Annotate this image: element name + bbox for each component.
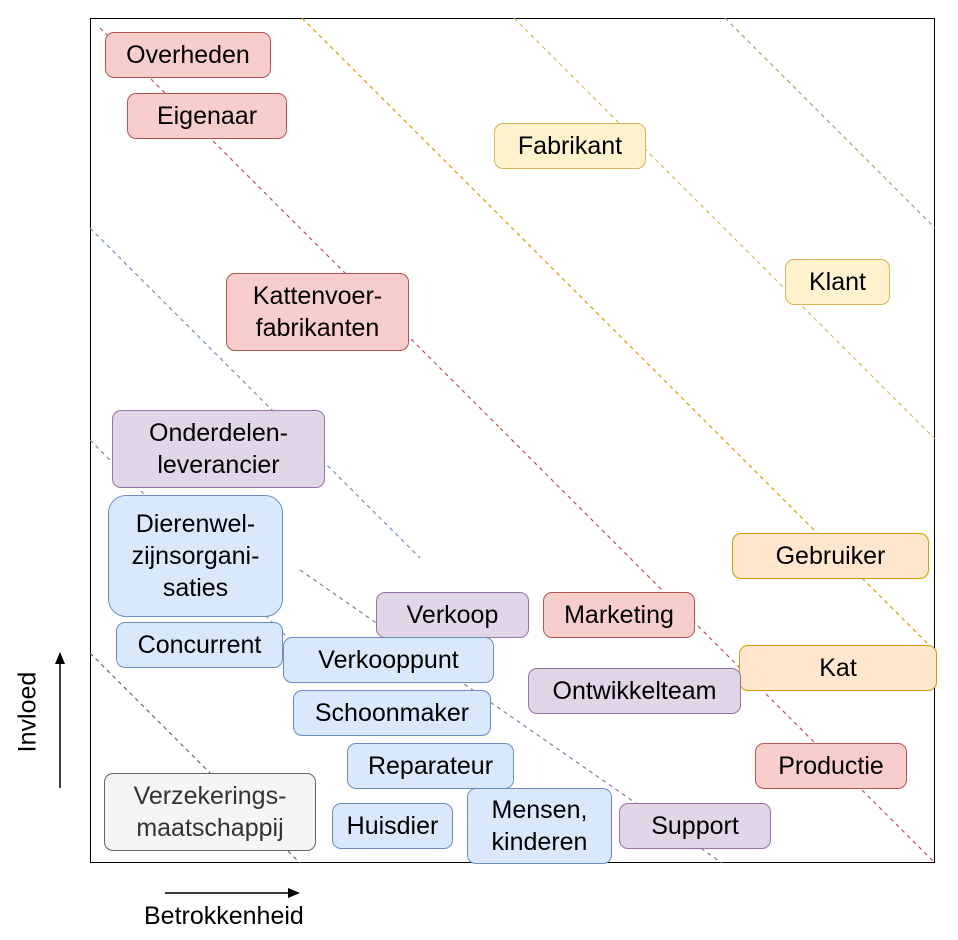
stakeholder-kattenvoerfabrikanten: Kattenvoer- fabrikanten: [226, 273, 409, 351]
stakeholder-huisdier: Huisdier: [332, 803, 453, 849]
zone-line-1: [89, 652, 301, 864]
stakeholder-dierenwelzijnsorganisaties: Dierenwel- zijnsorgani- saties: [108, 495, 283, 617]
stakeholder-gebruiker: Gebruiker: [732, 533, 929, 579]
stakeholder-kat: Kat: [739, 645, 937, 691]
zone-line-8: [513, 17, 936, 440]
stakeholder-schoonmaker: Schoonmaker: [293, 690, 491, 736]
zone-line-6: [499, 427, 936, 864]
stakeholder-fabrikant: Fabrikant: [494, 123, 646, 169]
stakeholder-verkoop: Verkoop: [376, 592, 529, 638]
stakeholder-support: Support: [619, 803, 771, 849]
zone-line-3: [89, 227, 421, 559]
stakeholder-verkooppunt: Verkooppunt: [283, 637, 494, 683]
zone-line-4: [299, 569, 723, 864]
stakeholder-eigenaar: Eigenaar: [127, 93, 287, 139]
y-axis-label: Invloed: [13, 671, 42, 753]
stakeholder-onderdelenleverancier: Onderdelen- leverancier: [112, 410, 325, 488]
stakeholder-reparateur: Reparateur: [347, 743, 514, 789]
zone-line-9: [724, 17, 936, 229]
stakeholder-ontwikkelteam: Ontwikkelteam: [528, 668, 741, 714]
stakeholder-mensen-kinderen: Mensen, kinderen: [467, 788, 612, 864]
stakeholder-concurrent: Concurrent: [116, 622, 283, 668]
stakeholder-klant: Klant: [785, 259, 890, 305]
stakeholder-verzekeringsmaatschappij: Verzekerings- maatschappij: [104, 773, 316, 851]
stakeholder-marketing: Marketing: [543, 592, 695, 638]
stakeholder-overheden: Overheden: [105, 32, 271, 78]
x-axis-label: Betrokkenheid: [144, 902, 304, 930]
stakeholder-productie: Productie: [755, 743, 907, 789]
zone-line-5: [99, 27, 501, 429]
